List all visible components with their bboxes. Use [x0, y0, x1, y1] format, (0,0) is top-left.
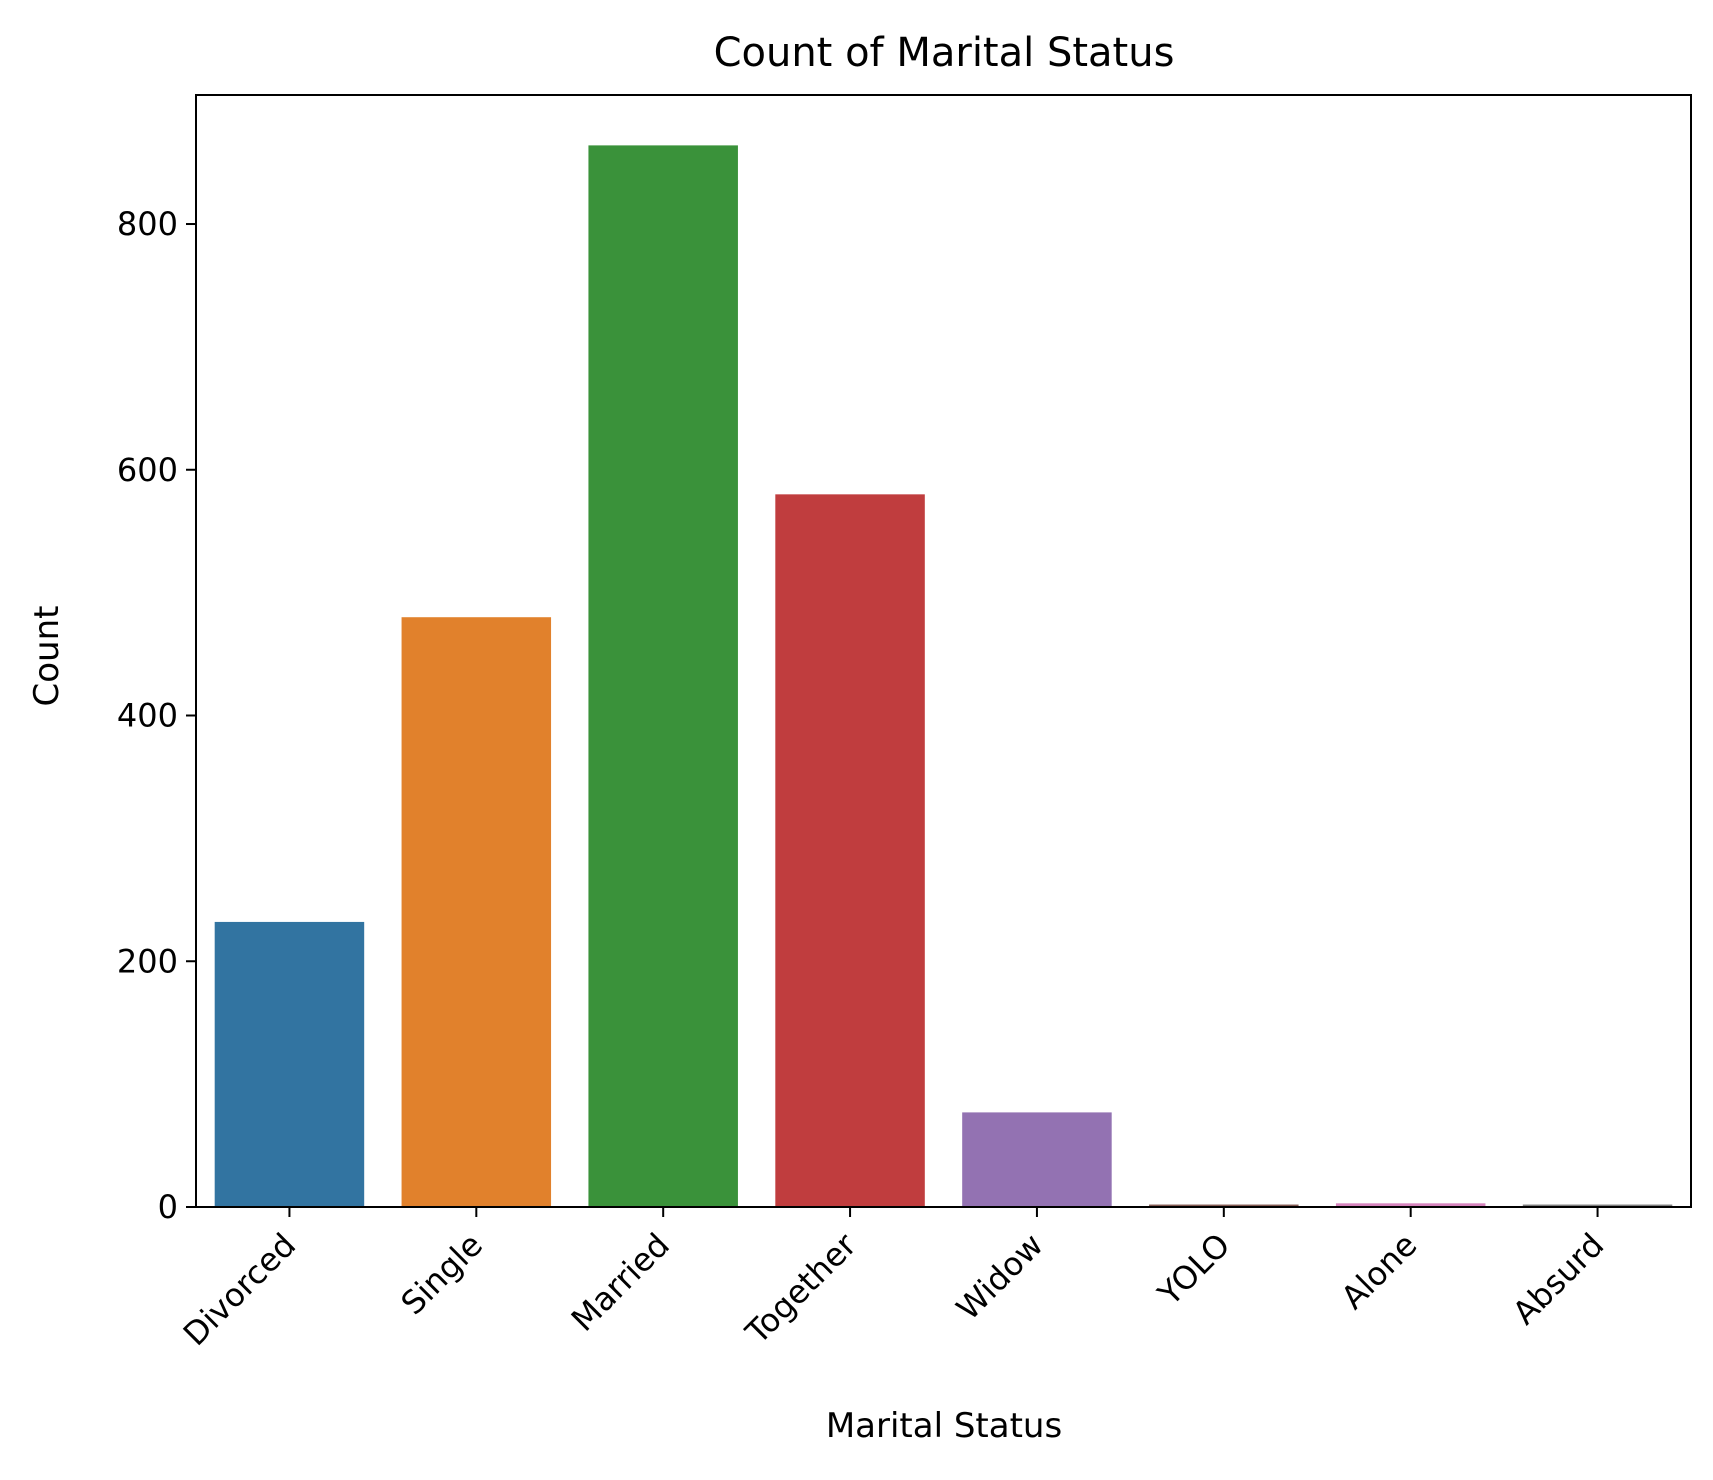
x-tick-label: Alone	[1334, 1226, 1425, 1317]
y-tick-label: 0	[158, 1188, 178, 1226]
bar-widow	[962, 1112, 1112, 1207]
y-tick-label: 200	[117, 942, 178, 980]
bar-absurd	[1522, 1204, 1673, 1207]
x-tick-label: Single	[394, 1226, 490, 1322]
x-axis-ticks: Divorced Single Married Together Widow YOLO Al…	[176, 1207, 1611, 1353]
y-tick-label: 800	[117, 205, 178, 243]
y-axis-ticks: 0 200 400 600 800	[117, 205, 196, 1226]
x-tick-label: Married	[564, 1226, 677, 1339]
x-tick-label: Absurd	[1505, 1226, 1611, 1332]
bar-alone	[1335, 1203, 1486, 1207]
bar-married	[588, 145, 738, 1207]
bar-divorced	[214, 921, 365, 1207]
x-tick-label: Together	[738, 1225, 865, 1352]
bar-single	[401, 617, 552, 1207]
bars-layer	[214, 145, 1673, 1208]
y-tick-label: 600	[117, 451, 178, 489]
y-tick-label: 400	[117, 697, 178, 735]
x-tick-label: Divorced	[176, 1226, 303, 1353]
x-tick-label: Widow	[949, 1226, 1051, 1328]
bar-yolo	[1149, 1204, 1299, 1207]
x-tick-label: YOLO	[1150, 1226, 1238, 1314]
x-axis-label: Marital Status	[826, 1406, 1062, 1446]
chart-title: Count of Marital Status	[714, 30, 1175, 76]
y-axis-label: Count	[27, 606, 67, 707]
plot-area-frame	[195, 94, 1692, 1208]
bar-together	[775, 494, 925, 1208]
